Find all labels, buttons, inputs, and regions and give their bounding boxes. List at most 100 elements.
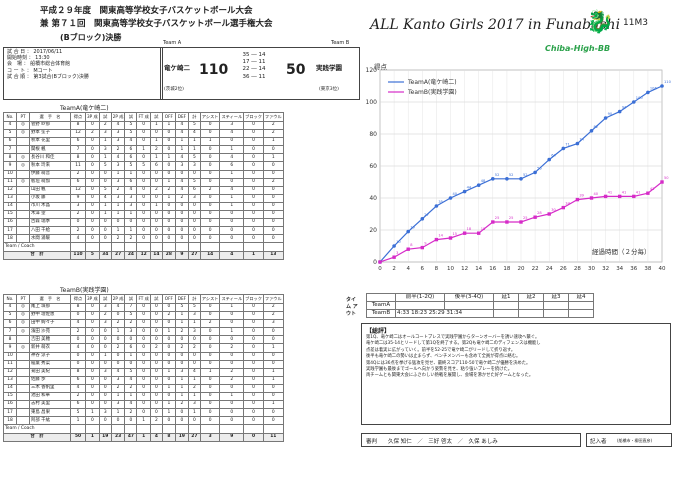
player-stat-cell: 0 [199, 120, 221, 131]
player-stat-cell: 13 [3, 193, 17, 203]
player-stat-cell: 0 [187, 234, 201, 244]
stats-header-cell: 試 [149, 294, 163, 304]
player-row: 17 八田 千絵 2 0 0 1 1 0 0 0 0 0 0 0 0 0 [3, 226, 284, 236]
player-stat-cell: 濱田 沙苑 [29, 327, 71, 337]
player-stat-cell: 1 [110, 392, 126, 402]
y-tick-label: 20 [369, 227, 377, 234]
player-row: 10 神谷 涼子 0 0 1 0 1 0 0 0 0 0 0 0 0 0 [3, 351, 284, 361]
recorder-label: 記入者 [590, 439, 607, 445]
data-label: 27 [424, 213, 429, 217]
player-stat-cell: 1 [149, 137, 163, 147]
player-stat-cell: 4 [3, 120, 17, 131]
player-stat-cell: 2 [174, 327, 189, 337]
player-stat-cell: 0 [161, 416, 176, 426]
player-stat-cell: 0 [85, 367, 100, 377]
player-stat-cell: 4 [110, 302, 126, 313]
player-stat-cell: 0 [219, 408, 245, 418]
player-stat-cell: 1 [136, 145, 151, 155]
player-stat-cell: 3 [98, 367, 112, 377]
player-stat-cell: 0 [243, 177, 264, 187]
player-stat-cell: 13 [3, 375, 17, 385]
player-stat-cell: 0 [161, 351, 176, 361]
player-stat-cell: 0 [199, 392, 221, 402]
player-stat-cell: 2 [98, 311, 112, 321]
series-point [617, 109, 622, 114]
player-stat-cell: 9 [3, 161, 17, 171]
player-stat-cell: 0 [187, 359, 201, 369]
legend-label: TeamA(竜ケ崎二) [407, 78, 457, 86]
game-title: (Bブロック)決勝 [60, 33, 122, 42]
player-stat-cell: 0 [85, 169, 100, 179]
player-stat-cell: 0 [243, 185, 264, 195]
player-stat-cell: 1 [161, 153, 176, 163]
data-label: 40 [453, 192, 458, 196]
total-cell: 9 [219, 432, 245, 442]
x-tick-label: 0 [378, 266, 382, 272]
player-stat-cell: 1 [262, 343, 284, 353]
player-stat-cell: 0 [136, 153, 151, 163]
player-stat-cell [16, 367, 30, 377]
stats-header-cell: 試 [124, 112, 138, 122]
q1-a: 35 [242, 52, 250, 58]
player-stat-cell: 3 [98, 145, 112, 155]
player-stat-cell: 0 [262, 201, 284, 212]
total-label: 合 計 [3, 432, 71, 442]
coach-cell [85, 242, 100, 252]
player-stat-cell: 2 [199, 319, 221, 329]
data-label: 43 [650, 187, 655, 191]
coach-cell [243, 242, 264, 252]
player-row: 5 ◎ 野中 理佐恵 0 0 2 0 5 0 0 2 1 3 0 0 0 2 [3, 311, 284, 321]
timeout-value: 25:29 [428, 310, 445, 317]
total-cell: 14 [149, 250, 163, 260]
x-tick-label: 32 [602, 266, 609, 272]
player-stat-cell: 0 [161, 343, 176, 353]
comment-line: 後半も竜ケ崎二の勢いは止まらず、ベンチメンバーも含めて全員が得点に絡む。 [366, 354, 521, 360]
q2-a: 17 [242, 59, 250, 66]
player-stat-cell: 0 [136, 311, 151, 321]
player-stat-cell: 0 [149, 311, 163, 321]
player-stat-cell: 0 [219, 351, 245, 361]
player-stat-cell: 1 [219, 302, 245, 313]
player-stat-cell: 0 [98, 234, 112, 244]
player-stat-cell: 4 [219, 129, 245, 139]
player-stat-cell: 0 [243, 343, 264, 353]
player-stat-cell: 1 [124, 226, 138, 236]
total-cell: 12 [136, 250, 151, 260]
player-stat-cell: 2 [70, 327, 86, 337]
player-stat-cell: 0 [262, 234, 284, 244]
player-stat-cell: 0 [149, 129, 163, 139]
player-stat-cell: 1 [149, 120, 163, 131]
x-tick-label: 40 [659, 266, 666, 272]
x-tick-label: 26 [560, 266, 567, 272]
stats-header-cell: 試 [149, 112, 163, 122]
player-stat-cell: 4 [110, 367, 126, 377]
player-stat-cell [16, 210, 30, 220]
x-tick-label: 16 [489, 266, 496, 272]
x-tick-label: 38 [644, 266, 651, 272]
timeout-header: 後半(3-4Q) [444, 292, 494, 303]
player-stat-cell: 0 [85, 193, 100, 203]
data-label: 74 [579, 138, 584, 142]
player-stat-cell: 0 [149, 367, 163, 377]
player-stat-cell: 0 [149, 302, 163, 313]
player-stat-cell: 1 [219, 193, 245, 203]
player-stat-cell: 1 [174, 311, 189, 321]
player-stat-cell: 14 [3, 201, 17, 212]
y-tick-label: 60 [369, 163, 377, 170]
player-stat-cell: 4 [174, 129, 189, 139]
player-stat-cell [16, 383, 30, 394]
player-stat-cell: 1 [219, 327, 245, 337]
player-stat-cell: ◎ [16, 129, 30, 139]
player-stat-cell: 秋本 玲来 [29, 161, 71, 171]
player-stat-cell: 0 [85, 359, 100, 369]
player-stat-cell: 2 [262, 129, 284, 139]
player-stat-cell: 0 [161, 201, 176, 212]
player-row: 16 志村 美里 6 0 0 3 4 0 0 1 2 3 0 0 0 1 [3, 400, 284, 410]
player-stat-cell: 4 [70, 234, 86, 244]
player-stat-cell: 1 [262, 375, 284, 385]
stats-header-cell: ブロック [243, 294, 264, 304]
series-point [491, 220, 495, 224]
